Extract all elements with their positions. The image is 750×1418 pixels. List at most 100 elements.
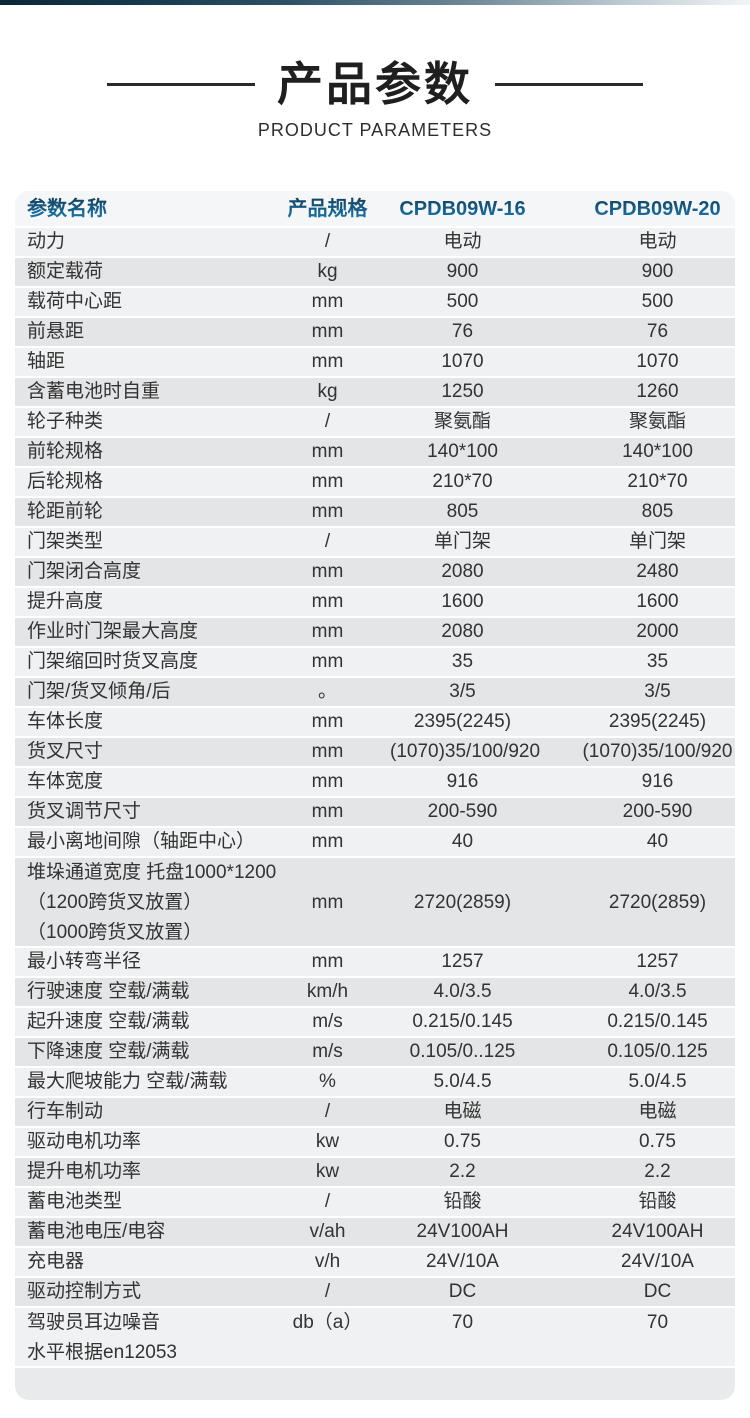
param-unit: kw <box>315 1131 340 1152</box>
value-cpdb09w-16: (1070)35/100/920 <box>390 741 541 762</box>
param-unit: m/s <box>312 1041 343 1062</box>
param-name: 蓄电池电压/电容 <box>27 1221 166 1242</box>
value-cpdb09w-16: 200-590 <box>427 801 498 822</box>
param-unit: mm <box>311 501 344 522</box>
page-title: 产品参数 <box>277 58 473 110</box>
param-unit: kg <box>317 381 338 402</box>
param-unit: / <box>324 1101 331 1122</box>
param-unit: / <box>324 231 331 252</box>
value-cpdb09w-16: 24V/10A <box>426 1251 499 1272</box>
value-cpdb09w-20: 210*70 <box>627 471 688 492</box>
table-row: 提升高度 mm 1600 1600 <box>15 588 735 618</box>
table-row: 含蓄电池时自重 kg 1250 1260 <box>15 378 735 408</box>
param-name: 轴距 <box>27 351 66 372</box>
value-cpdb09w-20: 0.75 <box>639 1131 676 1152</box>
table-row: 额定载荷 kg 900 900 <box>15 258 735 288</box>
table-row: 轮子种类 / 聚氨酯 聚氨酯 <box>15 408 735 438</box>
table-row: 驱动控制方式 / DC DC <box>15 1278 735 1308</box>
value-cpdb09w-16: 2.2 <box>449 1161 476 1182</box>
table-row: 载荷中心距 mm 500 500 <box>15 288 735 318</box>
table-header-row: 参数名称 产品规格 CPDB09W-16 CPDB09W-20 <box>15 191 735 228</box>
param-name: 轮子种类 <box>27 411 104 432</box>
param-unit: db（a） <box>292 1312 363 1333</box>
value-cpdb09w-16: 805 <box>446 501 479 522</box>
value-cpdb09w-20: 3/5 <box>644 681 671 702</box>
param-name: 最小转弯半径 <box>27 951 142 972</box>
value-cpdb09w-16: 2080 <box>441 621 484 642</box>
param-unit: kg <box>317 261 338 282</box>
param-name: 门架闭合高度 <box>27 561 142 582</box>
param-unit: / <box>324 1191 331 1212</box>
param-name: 门架缩回时货叉高度 <box>27 651 199 672</box>
param-name: 起升速度 空载/满载 <box>27 1011 190 1032</box>
param-name: 行驶速度 空载/满载 <box>27 981 190 1002</box>
table-row: 门架缩回时货叉高度 mm 35 35 <box>15 648 735 678</box>
param-name: 驱动控制方式 <box>27 1281 142 1302</box>
value-cpdb09w-16: 铅酸 <box>443 1191 482 1212</box>
param-unit: mm <box>311 951 344 972</box>
param-name: 蓄电池类型 <box>27 1191 123 1212</box>
param-name: 前轮规格 <box>27 441 104 462</box>
value-cpdb09w-16: 5.0/4.5 <box>433 1071 492 1092</box>
table-row: 最大爬坡能力 空载/满载% 5.0/4.5 5.0/4.5 <box>15 1068 735 1098</box>
param-unit: mm <box>311 441 344 462</box>
param-unit: / <box>324 411 331 432</box>
table-row: 轮距前轮 mm 805 805 <box>15 498 735 528</box>
value-cpdb09w-16: 3/5 <box>449 681 476 702</box>
header-model-cpdb09w-20: CPDB09W-20 <box>580 195 735 223</box>
param-unit: / <box>324 1281 331 1302</box>
param-unit: mm <box>311 351 344 372</box>
value-cpdb09w-16: 500 <box>446 291 479 312</box>
value-cpdb09w-16: 35 <box>451 651 474 672</box>
param-unit: mm <box>311 291 344 312</box>
title-decor-line-right <box>495 82 643 86</box>
table-row: 车体宽度 mm 916 916 <box>15 768 735 798</box>
param-name: 车体宽度 <box>27 771 104 792</box>
value-cpdb09w-20: 5.0/4.5 <box>628 1071 687 1092</box>
value-cpdb09w-20: 140*100 <box>622 441 693 462</box>
value-cpdb09w-20: 2395(2245) <box>608 711 707 732</box>
param-unit: v/ah <box>309 1221 346 1242</box>
value-cpdb09w-20: 916 <box>641 771 674 792</box>
value-cpdb09w-16: 单门架 <box>433 531 491 552</box>
param-name: 提升高度 <box>27 591 104 612</box>
value-cpdb09w-16: 0.215/0.145 <box>412 1011 513 1032</box>
param-name: 下降速度 空载/满载 <box>27 1041 190 1062</box>
value-cpdb09w-20: 200-590 <box>622 801 693 822</box>
table-row: 前悬距 mm 76 76 <box>15 318 735 348</box>
table-row: 驾驶员耳边噪音 水平根据en12053 db（a） 70 70 <box>15 1308 735 1368</box>
value-cpdb09w-16: DC <box>448 1281 477 1302</box>
title-decor-line-left <box>107 82 255 86</box>
param-name: 最大爬坡能力 空载/满载 <box>27 1071 228 1092</box>
value-cpdb09w-20: 铅酸 <box>638 1191 677 1212</box>
header-product-spec: 产品规格 <box>265 195 390 223</box>
value-cpdb09w-16: 40 <box>451 831 474 852</box>
value-cpdb09w-16: 2080 <box>441 561 484 582</box>
value-cpdb09w-16: 1600 <box>441 591 484 612</box>
param-name: 载荷中心距 <box>27 291 123 312</box>
spec-table-body: 动力 / 电动 电动 额定载荷 kg 900 900 载荷中心距 mm 500 500 前悬距 mm 76 7… <box>15 228 735 1368</box>
header-param-name: 参数名称 <box>15 195 265 223</box>
param-name: 门架/货叉倾角/后 <box>27 681 171 702</box>
param-unit: kw <box>315 1161 340 1182</box>
value-cpdb09w-16: 1257 <box>441 951 484 972</box>
table-row: 堆垛通道宽度 托盘1000*1200 （1200跨货叉放置） （1000跨货叉放置）… <box>15 858 735 948</box>
param-unit: mm <box>311 711 344 732</box>
table-row: 最小离地间隙（轴距中心） mm 40 40 <box>15 828 735 858</box>
value-cpdb09w-20: 1257 <box>636 951 679 972</box>
table-row: 货叉尺寸 mm (1070)35/100/920 (1070)35/100/920 <box>15 738 735 768</box>
value-cpdb09w-20: 805 <box>641 501 674 522</box>
table-row: 下降速度 空载/满载 m/s 0.105/0..125 0.105/0.125 <box>15 1038 735 1068</box>
value-cpdb09w-16: 2720(2859) <box>413 892 512 913</box>
table-row: 蓄电池类型 / 铅酸 铅酸 <box>15 1188 735 1218</box>
value-cpdb09w-20: 2000 <box>636 621 679 642</box>
top-gradient-bar <box>0 0 750 5</box>
value-cpdb09w-20: DC <box>643 1281 672 1302</box>
value-cpdb09w-20: 900 <box>641 261 674 282</box>
table-row: 起升速度 空载/满载 m/s 0.215/0.145 0.215/0.145 <box>15 1008 735 1038</box>
value-cpdb09w-20: 24V100AH <box>611 1221 704 1242</box>
param-unit: km/h <box>306 981 349 1002</box>
value-cpdb09w-20: 1070 <box>636 351 679 372</box>
param-unit: mm <box>311 621 344 642</box>
param-name: 轮距前轮 <box>27 501 104 522</box>
